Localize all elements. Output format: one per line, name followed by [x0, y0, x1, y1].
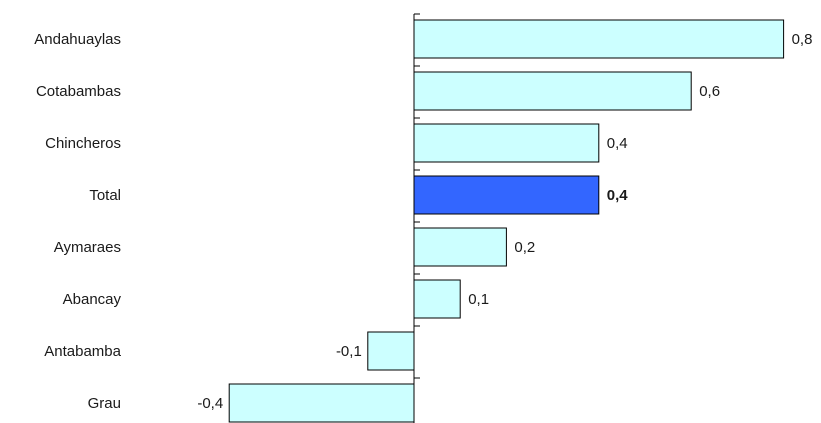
category-label-andahuaylas: Andahuaylas	[34, 31, 121, 48]
category-label-chincheros: Chincheros	[45, 135, 121, 152]
bars-layer	[228, 19, 785, 423]
bar-andahuaylas	[413, 19, 785, 59]
axis-ticks	[414, 13, 420, 379]
bar-total	[413, 175, 600, 215]
value-labels: 0,8 0,6 0,4 0,4 0,2 0,1 -0,1 -0,4	[197, 31, 812, 412]
value-label-grau: -0,4	[197, 395, 223, 412]
bar-abancay	[413, 279, 461, 319]
category-label-total: Total	[89, 187, 121, 204]
value-label-total: 0,4	[607, 187, 629, 204]
category-label-aymaraes: Aymaraes	[54, 239, 121, 256]
bar-chincheros	[413, 123, 600, 163]
value-label-abancay: 0,1	[468, 291, 489, 308]
category-label-grau: Grau	[88, 395, 121, 412]
bar-antabamba	[367, 331, 415, 371]
value-label-cotabambas: 0,6	[699, 83, 720, 100]
category-label-antabamba: Antabamba	[44, 343, 121, 360]
value-label-andahuaylas: 0,8	[792, 31, 813, 48]
value-label-antabamba: -0,1	[336, 343, 362, 360]
bar-aymaraes	[413, 227, 507, 267]
value-label-chincheros: 0,4	[607, 135, 628, 152]
value-label-aymaraes: 0,2	[514, 239, 535, 256]
bar-grau	[228, 383, 415, 423]
category-label-abancay: Abancay	[63, 291, 122, 308]
category-label-cotabambas: Cotabambas	[36, 83, 121, 100]
bar-cotabambas	[413, 71, 692, 111]
category-labels: Andahuaylas Cotabambas Chincheros Total Ayma…	[34, 31, 121, 412]
